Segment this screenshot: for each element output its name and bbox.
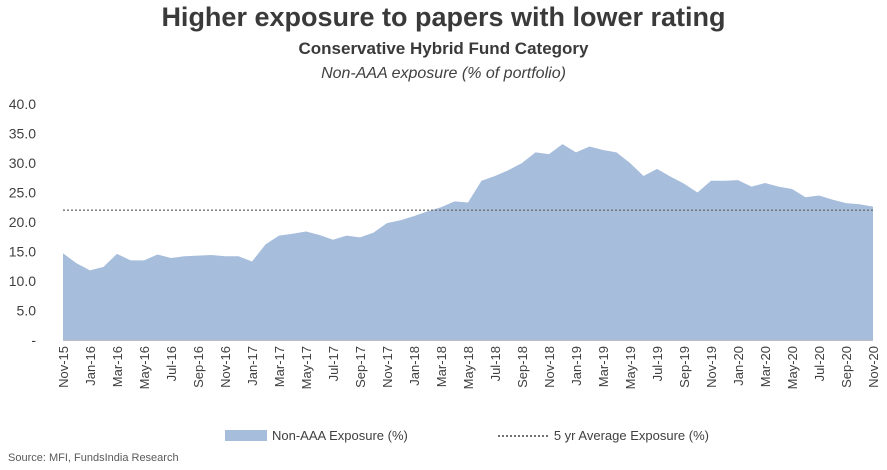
y-tick-label: 20.0 (9, 214, 36, 230)
legend-label-average: 5 yr Average Exposure (%) (553, 428, 709, 443)
y-tick-label: 40.0 (9, 96, 36, 112)
x-tick-label: Jan-18 (407, 346, 422, 386)
x-tick-label: Nov-18 (542, 346, 557, 388)
x-tick-label: Sep-16 (191, 346, 206, 388)
legend-swatch-area (225, 430, 267, 441)
x-tick-label: Mar-20 (758, 346, 773, 387)
y-tick-label: 35.0 (9, 126, 36, 142)
y-tick-label: 15.0 (9, 244, 36, 260)
chart-measure-note: Non-AAA exposure (% of portfolio) (321, 65, 566, 82)
y-tick-label: 10.0 (9, 273, 36, 289)
x-tick-label: Jan-19 (569, 346, 584, 386)
x-tick-label: Nov-19 (704, 346, 719, 388)
x-tick-label: Mar-16 (110, 346, 125, 387)
x-tick-label: Mar-18 (434, 346, 449, 387)
x-tick-label: Nov-20 (866, 346, 881, 388)
x-tick-label: May-18 (461, 346, 476, 389)
x-tick-label: Jan-16 (83, 346, 98, 386)
legend-swatch-average (497, 434, 548, 437)
chart-title: Higher exposure to papers with lower rat… (161, 2, 726, 32)
x-tick-label: May-17 (299, 346, 314, 389)
x-tick-label: Jul-17 (326, 346, 341, 381)
x-tick-label: Jul-16 (164, 346, 179, 381)
x-tick-label: Sep-17 (353, 346, 368, 388)
x-tick-label: Sep-19 (677, 346, 692, 388)
y-tick-label: 5.0 (17, 303, 37, 319)
legend-label-area: Non-AAA Exposure (%) (272, 428, 408, 443)
y-tick-label: 30.0 (9, 155, 36, 171)
x-tick-label: May-19 (623, 346, 638, 389)
x-tick-label: Jan-20 (731, 346, 746, 386)
x-tick-label: Sep-18 (515, 346, 530, 388)
x-tick-label: Jul-19 (650, 346, 665, 381)
x-tick-label: Jan-17 (245, 346, 260, 386)
source-note: Source: MFI, FundsIndia Research (8, 452, 179, 464)
x-tick-label: Mar-17 (272, 346, 287, 387)
x-tick-label: May-20 (785, 346, 800, 389)
x-tick-label: Nov-16 (218, 346, 233, 388)
chart-subtitle: Conservative Hybrid Fund Category (298, 39, 589, 58)
x-tick-label: Nov-15 (56, 346, 71, 388)
x-tick-label: Mar-19 (596, 346, 611, 387)
x-tick-label: Sep-20 (839, 346, 854, 388)
x-tick-label: Jul-18 (488, 346, 503, 381)
y-tick-label: 25.0 (9, 185, 36, 201)
x-tick-label: Nov-17 (380, 346, 395, 388)
x-tick-label: Jul-20 (812, 346, 827, 381)
x-tick-label: May-16 (137, 346, 152, 389)
chart-legend: Non-AAA Exposure (%) 5 yr Average Exposu… (225, 428, 709, 443)
area-non-aaa-exposure (63, 144, 873, 340)
y-tick-label: - (31, 332, 36, 348)
